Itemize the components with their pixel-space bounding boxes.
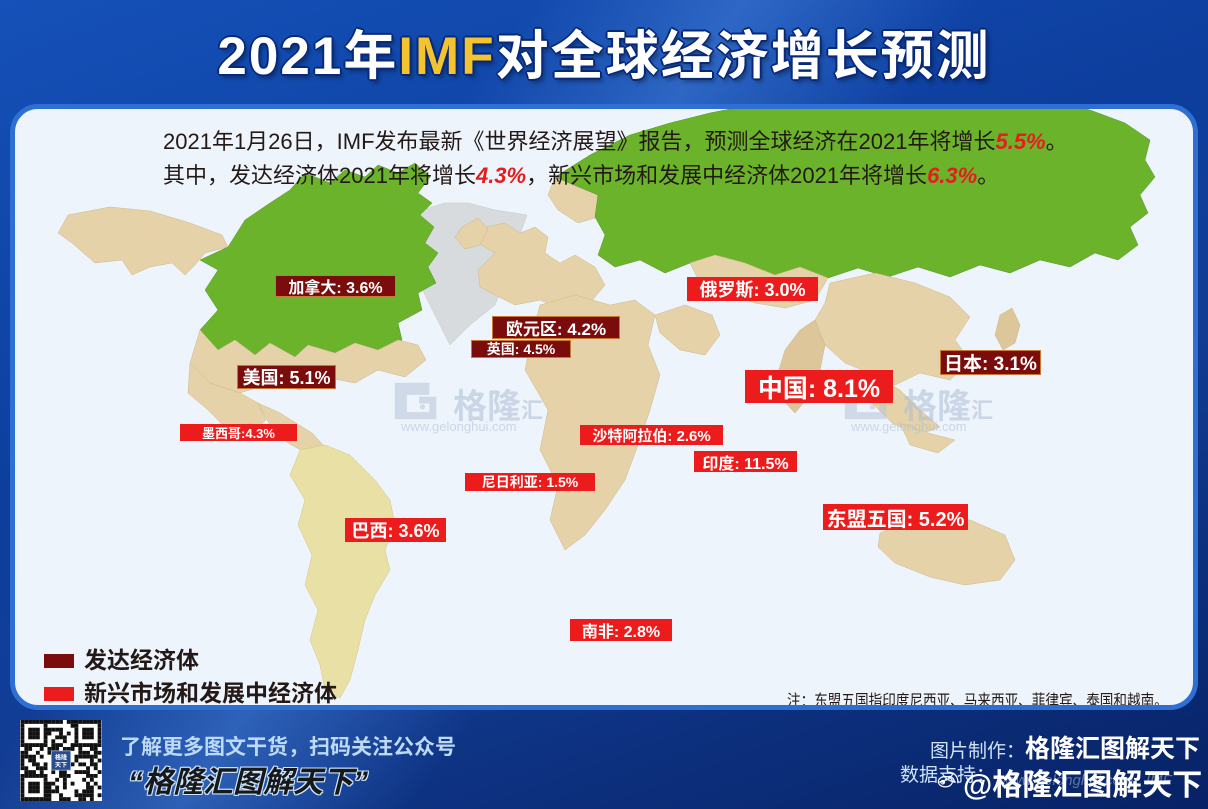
svg-text:天下: 天下 bbox=[55, 762, 67, 769]
svg-text:格隆: 格隆 bbox=[55, 754, 68, 762]
